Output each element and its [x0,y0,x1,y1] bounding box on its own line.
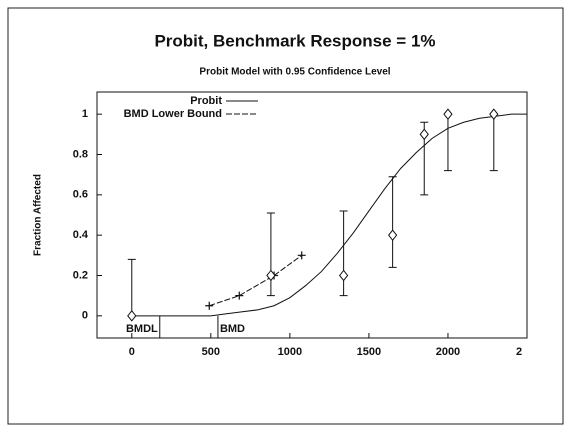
x-tick-label: 500 [202,346,220,358]
frame [7,7,564,425]
error-bar [339,210,348,297]
x-tick-label: 1500 [357,346,381,358]
x-tick-label: 2000 [436,346,460,358]
error-bar [388,176,397,268]
series-line [131,113,527,317]
series-line [209,254,303,307]
diamond-marker [266,269,276,282]
diamond-marker [419,128,429,141]
legend-label: Probit [190,95,222,107]
diamond-marker [387,229,398,241]
x-tick-label: 1000 [278,346,302,358]
error-bar [489,113,498,172]
plot-area [96,91,528,339]
plus-marker [297,251,306,260]
y-axis-label: Fraction Affected [33,174,44,256]
y-tick-label: 0.4 [73,229,89,241]
y-tick-label: 0.8 [73,148,88,160]
y-tick-label: 0.2 [73,269,88,281]
diamond-marker [127,310,137,322]
plus-marker [205,301,214,310]
plus-marker [235,291,244,300]
chart-title: Probit, Benchmark Response = 1% [154,31,435,50]
y-tick-label: 0.6 [73,189,88,201]
error-bar [443,113,452,172]
x-tick-label: 2 [516,346,522,358]
chart-subtitle: Probit Model with 0.95 Confidence Level [199,67,390,78]
annotation-label: BMD [220,323,245,335]
y-tick-label: 0 [82,310,88,322]
diamond-marker [489,108,499,120]
error-bar [127,258,136,317]
error-bar [266,212,275,297]
diamond-marker [443,108,453,120]
x-tick-label: 0 [129,346,135,358]
legend-label: BMD Lower Bound [124,108,222,120]
annotation-label: BMDL [126,323,158,335]
y-tick-label: 1 [82,108,88,120]
diamond-marker [338,269,349,282]
